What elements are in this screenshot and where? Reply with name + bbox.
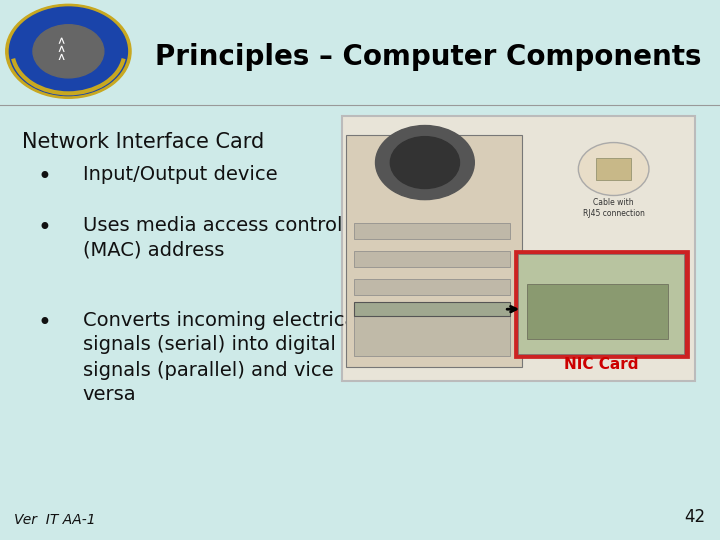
Circle shape [578, 143, 649, 195]
Bar [354, 251, 510, 267]
Bar [354, 305, 510, 356]
Bar [354, 302, 510, 316]
Bar [596, 158, 631, 180]
Bar [354, 279, 510, 295]
Bar [346, 134, 522, 367]
Text: Cable with
RJ45 connection: Cable with RJ45 connection [582, 198, 644, 218]
Text: •: • [37, 310, 52, 334]
Text: Network Interface Card: Network Interface Card [22, 132, 264, 152]
Text: •: • [37, 165, 52, 188]
Circle shape [390, 137, 459, 188]
Text: Ver  IT AA-1: Ver IT AA-1 [14, 512, 96, 526]
Bar [527, 284, 667, 339]
Text: Uses media access control
(MAC) address: Uses media access control (MAC) address [83, 216, 342, 260]
Text: 42: 42 [685, 509, 706, 526]
Bar [518, 254, 684, 354]
Text: Principles – Computer Components: Principles – Computer Components [155, 43, 701, 71]
Text: >>>: >>> [58, 35, 68, 59]
Text: Input/Output device: Input/Output device [83, 165, 277, 184]
Circle shape [6, 4, 131, 98]
Text: •: • [37, 216, 52, 240]
Text: Converts incoming electrical
signals (serial) into digital
signals (parallel) an: Converts incoming electrical signals (se… [83, 310, 361, 404]
Bar [354, 223, 510, 239]
Bar [515, 251, 688, 357]
Circle shape [9, 7, 127, 96]
Circle shape [33, 25, 104, 78]
Circle shape [376, 125, 474, 200]
Text: NIC Card: NIC Card [564, 357, 639, 372]
Bar [342, 116, 695, 381]
